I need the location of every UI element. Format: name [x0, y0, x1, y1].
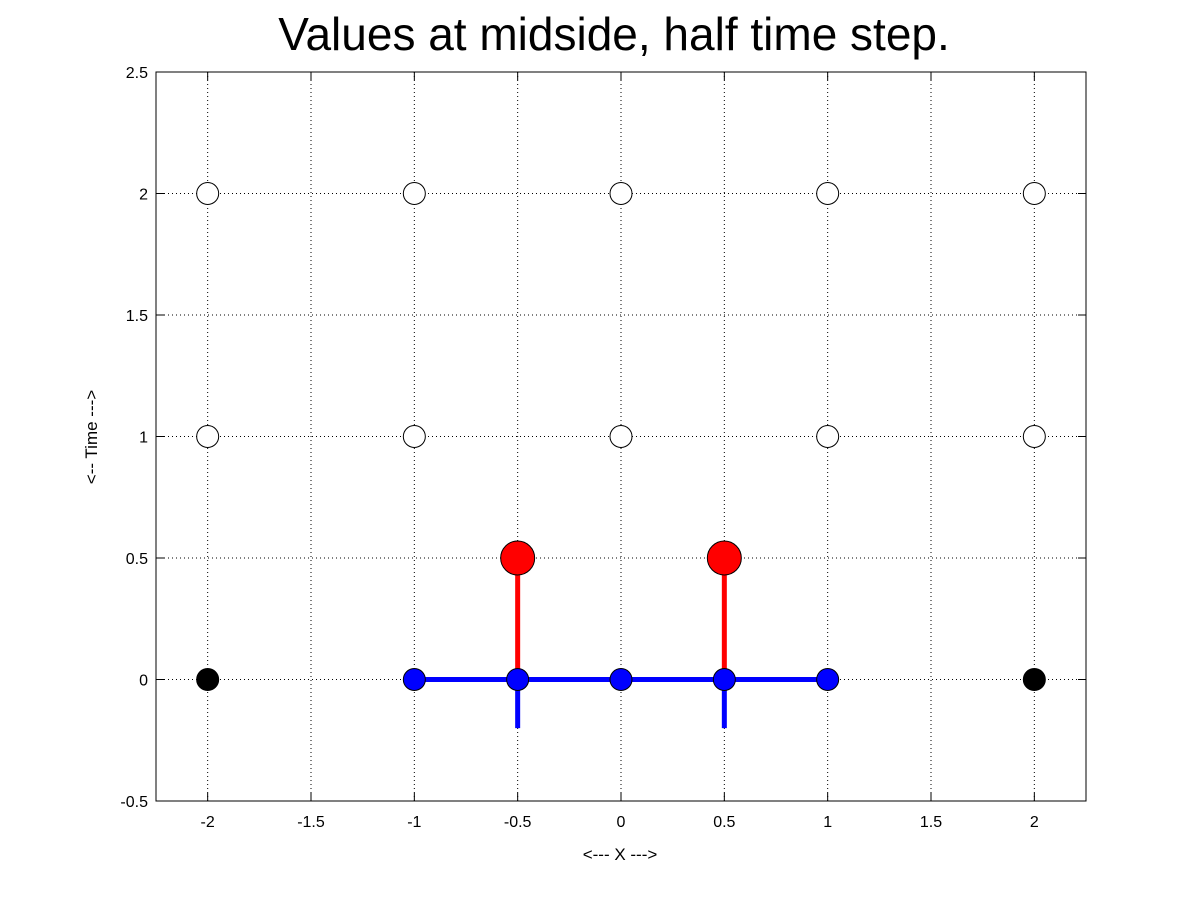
y-tick-label: 2.5 [126, 65, 148, 82]
y-tick-label: 1 [139, 430, 148, 447]
blue-point [816, 668, 840, 691]
blue-point [609, 668, 633, 691]
red-point [706, 540, 742, 576]
red-point [500, 540, 536, 576]
y-axis-label: <-- Time ---> [82, 390, 101, 485]
y-tick-label: 2 [139, 187, 148, 204]
open-circle-point [1022, 425, 1046, 448]
y-tick-label: 0.5 [126, 551, 148, 568]
open-circle-point [1022, 182, 1046, 205]
y-ticks: -0.5 0 0.5 1 1.5 2 2.5 [120, 65, 1086, 811]
black-point [1022, 668, 1046, 691]
y-tick-label: -0.5 [120, 794, 148, 811]
x-tick-label: 0.5 [713, 814, 735, 831]
x-tick-label: 0 [617, 814, 626, 831]
open-circle-point [196, 425, 220, 448]
x-axis-label: <--- X ---> [583, 845, 658, 864]
x-ticks: -2 -1.5 -1 -0.5 0 0.5 1 1.5 2 [201, 72, 1039, 831]
blue-point [506, 668, 530, 691]
blue-point [402, 668, 426, 691]
open-circle-point [609, 182, 633, 205]
open-circle-point [402, 182, 426, 205]
black-point [196, 668, 220, 691]
x-tick-label: 1 [823, 814, 832, 831]
open-circle-point [816, 425, 840, 448]
data-marks [196, 182, 1046, 729]
open-circle-point [816, 182, 840, 205]
y-tick-label: 1.5 [126, 308, 148, 325]
open-circle-point [609, 425, 633, 448]
x-tick-label: -2 [201, 814, 215, 831]
x-tick-label: 2 [1030, 814, 1039, 831]
chart-title: Values at midside, half time step. [278, 8, 950, 60]
x-tick-label: -0.5 [504, 814, 532, 831]
open-circle-point [196, 182, 220, 205]
blue-point [712, 668, 736, 691]
open-circle-point [402, 425, 426, 448]
x-tick-label: -1 [407, 814, 421, 831]
y-tick-label: 0 [139, 673, 148, 690]
x-tick-label: -1.5 [297, 814, 325, 831]
x-tick-label: 1.5 [920, 814, 942, 831]
